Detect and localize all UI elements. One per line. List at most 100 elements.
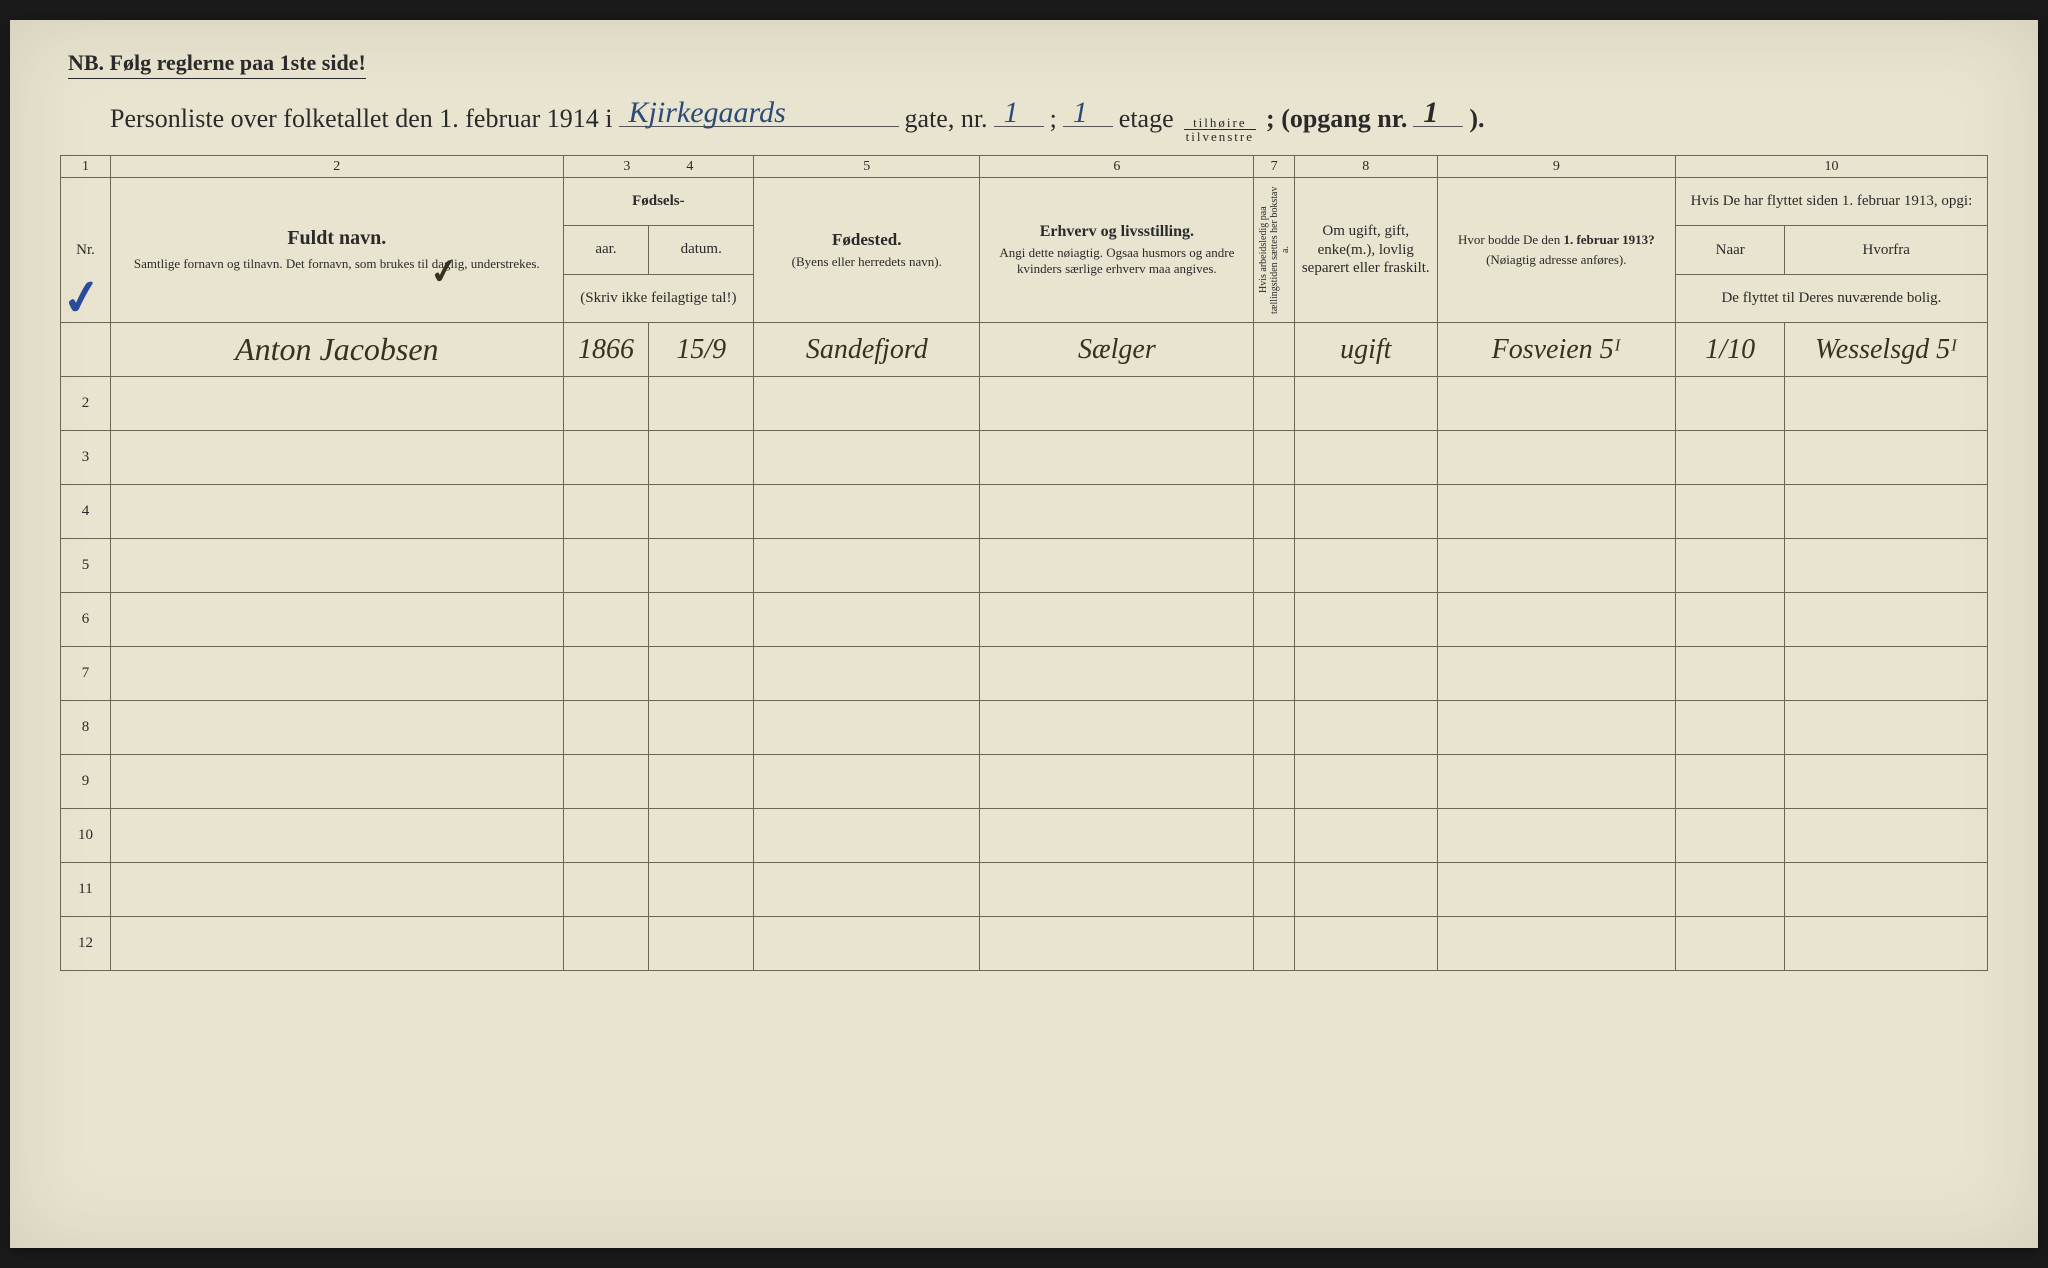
empty-cell <box>1785 539 1988 593</box>
name-checkmark: ✓ <box>427 250 461 294</box>
empty-cell <box>1294 485 1437 539</box>
empty-cell <box>649 377 754 431</box>
empty-cell <box>1675 809 1785 863</box>
opgang-label: ; (opgang nr. <box>1266 104 1407 134</box>
empty-cell <box>1437 863 1675 917</box>
empty-cell <box>1785 593 1988 647</box>
empty-cell <box>563 485 649 539</box>
empty-cell <box>649 755 754 809</box>
empty-cell <box>754 593 980 647</box>
gate-nr-blank: 1 <box>994 97 1044 127</box>
empty-cell <box>1675 863 1785 917</box>
empty-cell <box>1675 377 1785 431</box>
colnum-34: 3 4 <box>563 156 754 178</box>
empty-cell <box>563 863 649 917</box>
empty-cell <box>754 701 980 755</box>
empty-cell <box>1294 701 1437 755</box>
colnum-6: 6 <box>980 156 1254 178</box>
cell-marital: ugift <box>1294 323 1437 377</box>
empty-cell <box>980 755 1254 809</box>
empty-cell <box>111 863 564 917</box>
colnum-8: 8 <box>1294 156 1437 178</box>
empty-cell <box>649 593 754 647</box>
empty-cell <box>1294 809 1437 863</box>
empty-cell <box>1254 539 1294 593</box>
empty-cell <box>980 647 1254 701</box>
semicolon: ; <box>1050 104 1057 134</box>
hdr-arbeidsledig: Hvis arbeidsledig paa tællingstiden sætt… <box>1254 178 1294 323</box>
colnum-2: 2 <box>111 156 564 178</box>
empty-cell <box>649 701 754 755</box>
table-row: 5 <box>61 539 1988 593</box>
empty-cell <box>1675 701 1785 755</box>
empty-cell <box>1785 485 1988 539</box>
hdr-datum: datum. <box>649 226 754 274</box>
empty-cell <box>980 917 1254 971</box>
title-close: ). <box>1469 104 1484 134</box>
row-checkmark: ✓ <box>58 267 106 328</box>
empty-cell <box>111 755 564 809</box>
empty-cell <box>1254 593 1294 647</box>
row-nr: 6 <box>61 593 111 647</box>
empty-cell <box>1437 485 1675 539</box>
empty-cell <box>1437 431 1675 485</box>
empty-cell <box>980 863 1254 917</box>
hdr-flyttet-sub: De flyttet til Deres nuværende bolig. <box>1675 274 1987 322</box>
hdr-hvorfra: Hvorfra <box>1785 226 1988 274</box>
census-table: 1 2 3 4 5 6 7 8 9 10 Nr. Fuldt navn. Sam… <box>60 155 1988 971</box>
table-row: 9 <box>61 755 1988 809</box>
empty-cell <box>111 593 564 647</box>
empty-cell <box>649 431 754 485</box>
colnum-10: 10 <box>1675 156 1987 178</box>
empty-cell <box>1254 917 1294 971</box>
table-row: 8 <box>61 701 1988 755</box>
empty-cell <box>1254 701 1294 755</box>
hdr-aar: aar. <box>563 226 649 274</box>
empty-cell <box>1294 539 1437 593</box>
hdr-marital: Om ugift, gift, enke(m.), lovlig separer… <box>1294 178 1437 323</box>
row-nr: 7 <box>61 647 111 701</box>
row-nr: 5 <box>61 539 111 593</box>
empty-cell <box>980 539 1254 593</box>
empty-cell <box>1294 917 1437 971</box>
empty-cell <box>754 431 980 485</box>
form-title-line: Personliste over folketallet den 1. febr… <box>110 97 1988 143</box>
street-blank: Kjirkegaards <box>619 97 899 127</box>
colnum-7: 7 <box>1254 156 1294 178</box>
table-row: 7 <box>61 647 1988 701</box>
table-row: 10 <box>61 809 1988 863</box>
hdr-fodsels: Fødsels- <box>563 178 754 226</box>
row-nr <box>61 323 111 377</box>
fraction-top: tilhøire <box>1184 116 1256 130</box>
empty-cell <box>1437 917 1675 971</box>
empty-cell <box>1675 539 1785 593</box>
empty-cell <box>111 539 564 593</box>
empty-cell <box>1254 431 1294 485</box>
table-row: 3 <box>61 431 1988 485</box>
colnum-9: 9 <box>1437 156 1675 178</box>
opgang-nr-blank: 1 <box>1413 97 1463 127</box>
hdr-name: Fuldt navn. Samtlige fornavn og tilnavn.… <box>111 178 564 323</box>
empty-cell <box>563 593 649 647</box>
empty-cell <box>1437 701 1675 755</box>
empty-cell <box>1785 863 1988 917</box>
empty-cell <box>563 701 649 755</box>
cell-birthplace: Sandefjord <box>754 323 980 377</box>
empty-cell <box>980 701 1254 755</box>
empty-cell <box>649 485 754 539</box>
empty-cell <box>563 647 649 701</box>
empty-cell <box>1294 647 1437 701</box>
empty-cell <box>1437 809 1675 863</box>
empty-cell <box>563 809 649 863</box>
cell-moved-when: 1/10 <box>1675 323 1785 377</box>
hdr-flyttet-top: Hvis De har flyttet siden 1. februar 191… <box>1675 178 1987 226</box>
row-nr: 8 <box>61 701 111 755</box>
cell-occupation: Sælger <box>980 323 1254 377</box>
empty-cell <box>1437 755 1675 809</box>
empty-cell <box>754 377 980 431</box>
row-nr: 2 <box>61 377 111 431</box>
empty-cell <box>1437 593 1675 647</box>
empty-cell <box>754 647 980 701</box>
empty-cell <box>1675 593 1785 647</box>
empty-cell <box>1254 809 1294 863</box>
